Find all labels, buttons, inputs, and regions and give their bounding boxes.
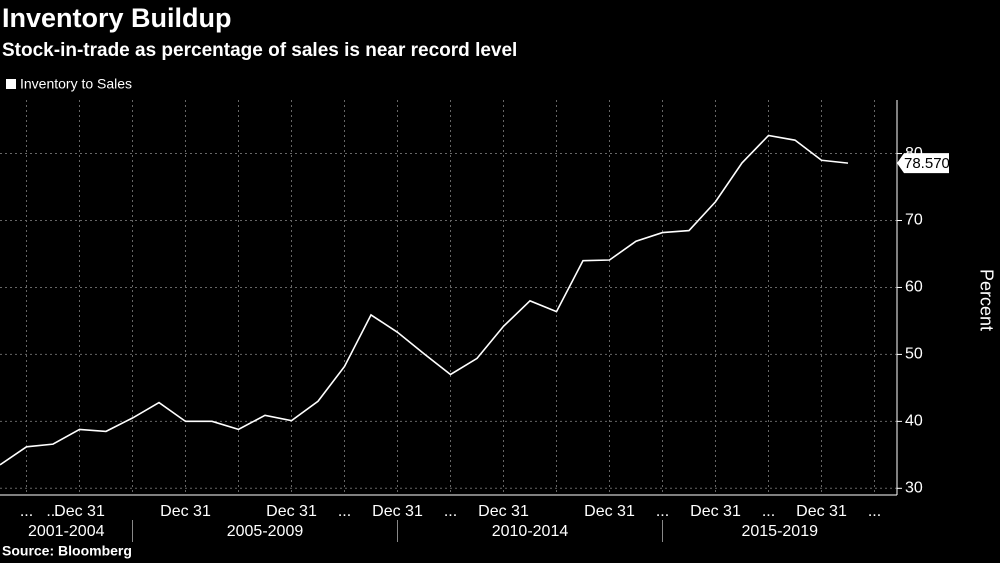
legend-swatch	[6, 79, 16, 89]
x-tick-label: ...	[762, 503, 775, 520]
group-label: 2015-2019	[741, 523, 818, 540]
group-label: 2001-2004	[28, 523, 105, 540]
x-tick-label: Dec 31	[54, 503, 105, 520]
x-tick-label: Dec 31	[266, 503, 317, 520]
x-tick-label: ...	[20, 503, 33, 520]
chart-title: Inventory Buildup	[2, 3, 232, 33]
y-axis-label: Percent	[976, 269, 996, 331]
x-tick-label: Dec 31	[690, 503, 741, 520]
x-tick-label: ...	[338, 503, 351, 520]
y-tick-label: 70	[905, 212, 923, 229]
group-label: 2010-2014	[492, 523, 569, 540]
x-tick-label: Dec 31	[160, 503, 211, 520]
x-tick-label: Dec 31	[478, 503, 529, 520]
x-tick-label: Dec 31	[584, 503, 635, 520]
x-tick-label: Dec 31	[796, 503, 847, 520]
y-tick-label: 50	[905, 346, 923, 363]
x-tick-label: ...	[46, 503, 59, 520]
x-tick-label: ...	[656, 503, 669, 520]
x-tick-label: Dec 31	[372, 503, 423, 520]
last-value-box	[897, 153, 949, 174]
group-label: 2005-2009	[227, 523, 304, 540]
chart-subtitle: Stock-in-trade as percentage of sales is…	[2, 40, 517, 61]
y-tick-label: 60	[905, 279, 923, 296]
last-value-label: 78.5706	[904, 155, 958, 172]
x-tick-label: ...	[868, 503, 881, 520]
y-tick-label: 30	[905, 480, 923, 497]
legend-label: Inventory to Sales	[20, 76, 132, 92]
source: Source: Bloomberg	[2, 543, 132, 559]
y-tick-label: 40	[905, 413, 923, 430]
line	[0, 134, 849, 466]
x-tick-label: ...	[444, 503, 457, 520]
